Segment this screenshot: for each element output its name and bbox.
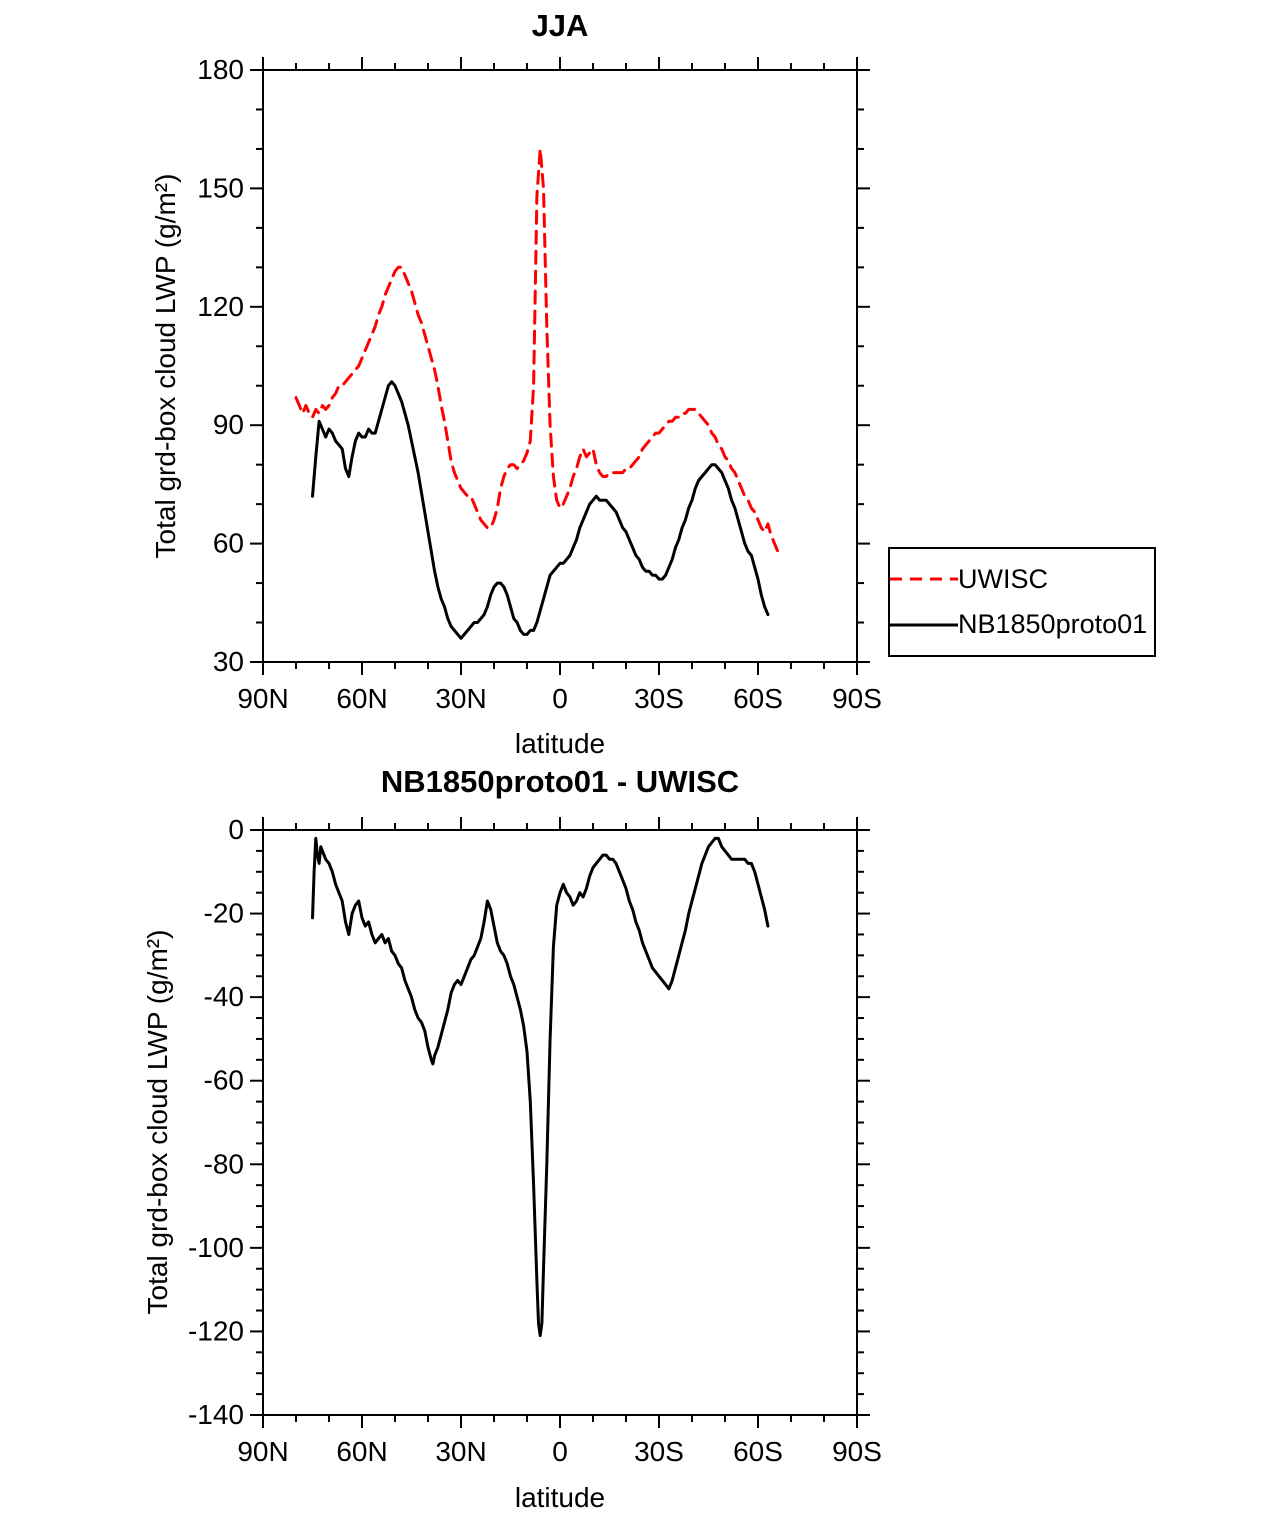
x-tick-label: 60S — [733, 683, 783, 714]
bottom-chart-x-axis-label: latitude — [514, 1482, 606, 1513]
chart-1: 90N 60N 30N 0 30S 60S 90S 0 -20 -40 -60 -80 -100 -120… — [188, 814, 882, 1467]
y-tick-label: 60 — [213, 528, 244, 559]
x-tick-label: 60N — [336, 683, 387, 714]
x-tick-label: 30N — [435, 683, 486, 714]
x-tick-label: 30N — [435, 1436, 486, 1467]
x-tick-label: 60S — [733, 1436, 783, 1467]
x-tick-label: 90N — [237, 1436, 288, 1467]
x-tick-label: 0 — [552, 1436, 568, 1467]
series-line-nb1850proto01-uwisc — [311, 836, 770, 1338]
legend-label-nb1850proto01: NB1850proto01 — [958, 609, 1148, 640]
nb1850proto01-solid-line-sample — [890, 623, 958, 627]
uwisc-dashed-line-sample — [890, 577, 958, 581]
y-tick-label: -100 — [188, 1232, 244, 1263]
top-chart-x-axis-label: latitude — [514, 728, 606, 759]
x-tick-label: 60N — [336, 1436, 387, 1467]
y-tick-label: 30 — [213, 646, 244, 677]
y-tick-label: -120 — [188, 1315, 244, 1346]
y-tick-label: -140 — [188, 1399, 244, 1430]
y-tick-label: -80 — [204, 1148, 244, 1179]
series-line-nb1850proto01 — [311, 380, 770, 640]
legend-item-nb1850proto01: NB1850proto01 — [890, 609, 1154, 640]
y-tick-label: 90 — [213, 409, 244, 440]
plot-frame — [262, 69, 858, 663]
y-tick-label: 0 — [228, 814, 244, 845]
series-line-uwisc — [294, 147, 780, 553]
top-chart-y-axis-label: Total grd-box cloud LWP (g/m²) — [150, 173, 181, 559]
x-tick-label: 0 — [552, 683, 568, 714]
y-tick-label: 180 — [197, 54, 244, 85]
y-tick-label: 150 — [197, 172, 244, 203]
legend-label-uwisc: UWISC — [958, 563, 1048, 594]
x-tick-label: 90N — [237, 683, 288, 714]
chart-0: 90N 60N 30N 0 30S 60S 90S 30 60 90 120 150 180 — [197, 54, 882, 714]
legend: UWISC NB1850proto01 — [888, 547, 1156, 657]
y-tick-label: -60 — [204, 1065, 244, 1096]
top-chart-title: JJA — [531, 8, 589, 43]
bottom-chart-title: NB1850proto01 - UWISC — [380, 764, 740, 799]
x-tick-label: 30S — [634, 683, 684, 714]
x-tick-label: 30S — [634, 1436, 684, 1467]
x-tick-label: 90S — [832, 1436, 882, 1467]
y-tick-label: 120 — [197, 291, 244, 322]
x-tick-label: 90S — [832, 683, 882, 714]
y-tick-label: -40 — [204, 981, 244, 1012]
legend-item-uwisc: UWISC — [890, 564, 1154, 595]
y-tick-label: -20 — [204, 898, 244, 929]
bottom-chart-y-axis-label: Total grd-box cloud LWP (g/m²) — [142, 929, 173, 1315]
